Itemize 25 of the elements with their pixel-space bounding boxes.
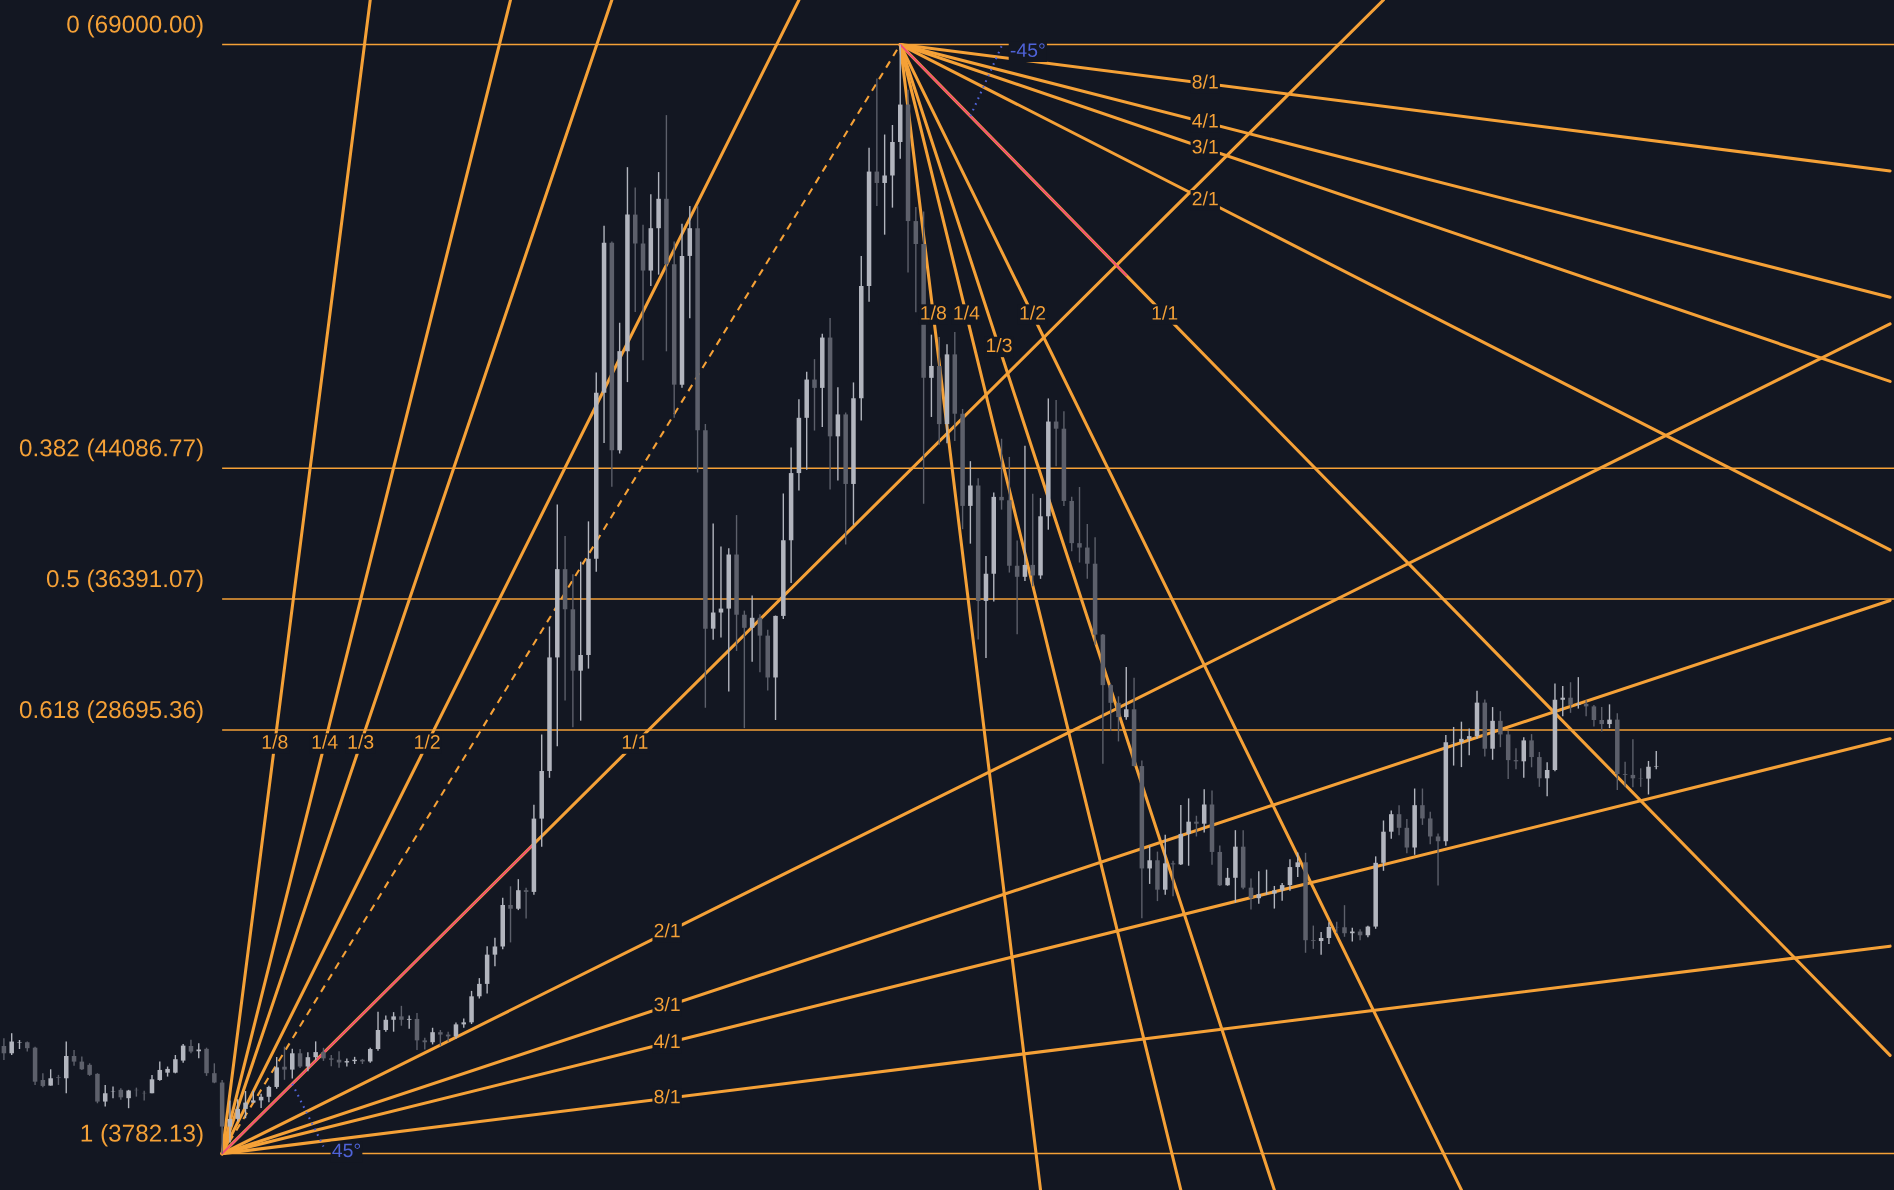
series-label: 2/1 [1192, 191, 1218, 206]
ref-line-label: 1 (3782.13) [81, 1123, 203, 1147]
series-label: 1/8 [262, 734, 288, 749]
series-label: 8/1 [654, 1089, 680, 1104]
series-label: 1/3 [348, 734, 374, 749]
series-label: 2/1 [654, 923, 680, 938]
ref-line-label: 0.618 (28695.36) [19, 700, 203, 723]
series-label: 3/1 [1192, 139, 1218, 154]
series-label: 3/1 [654, 996, 680, 1012]
series-label: -45° [1010, 43, 1045, 58]
ref-line-label: 0.382 (44086.77) [19, 438, 203, 462]
series-label: 1/8 [921, 305, 946, 320]
series-label: 1/1 [622, 734, 648, 749]
ref-line-label: 0.5 (36391.07) [46, 569, 203, 593]
series-label: 1/2 [415, 734, 440, 749]
ref-line-label: 0 (69000.00) [67, 14, 203, 38]
series-label: 1/2 [1020, 305, 1046, 320]
series-label: 1/3 [986, 337, 1012, 353]
series-label: 4/1 [654, 1033, 680, 1049]
series-label: 4/1 [1192, 113, 1218, 128]
series-label: 45° [332, 1143, 361, 1158]
series-label: 8/1 [1192, 74, 1218, 89]
series-label: 1/4 [954, 305, 980, 320]
series-label: 1/1 [1152, 305, 1178, 320]
series-label: 1/4 [312, 734, 338, 749]
